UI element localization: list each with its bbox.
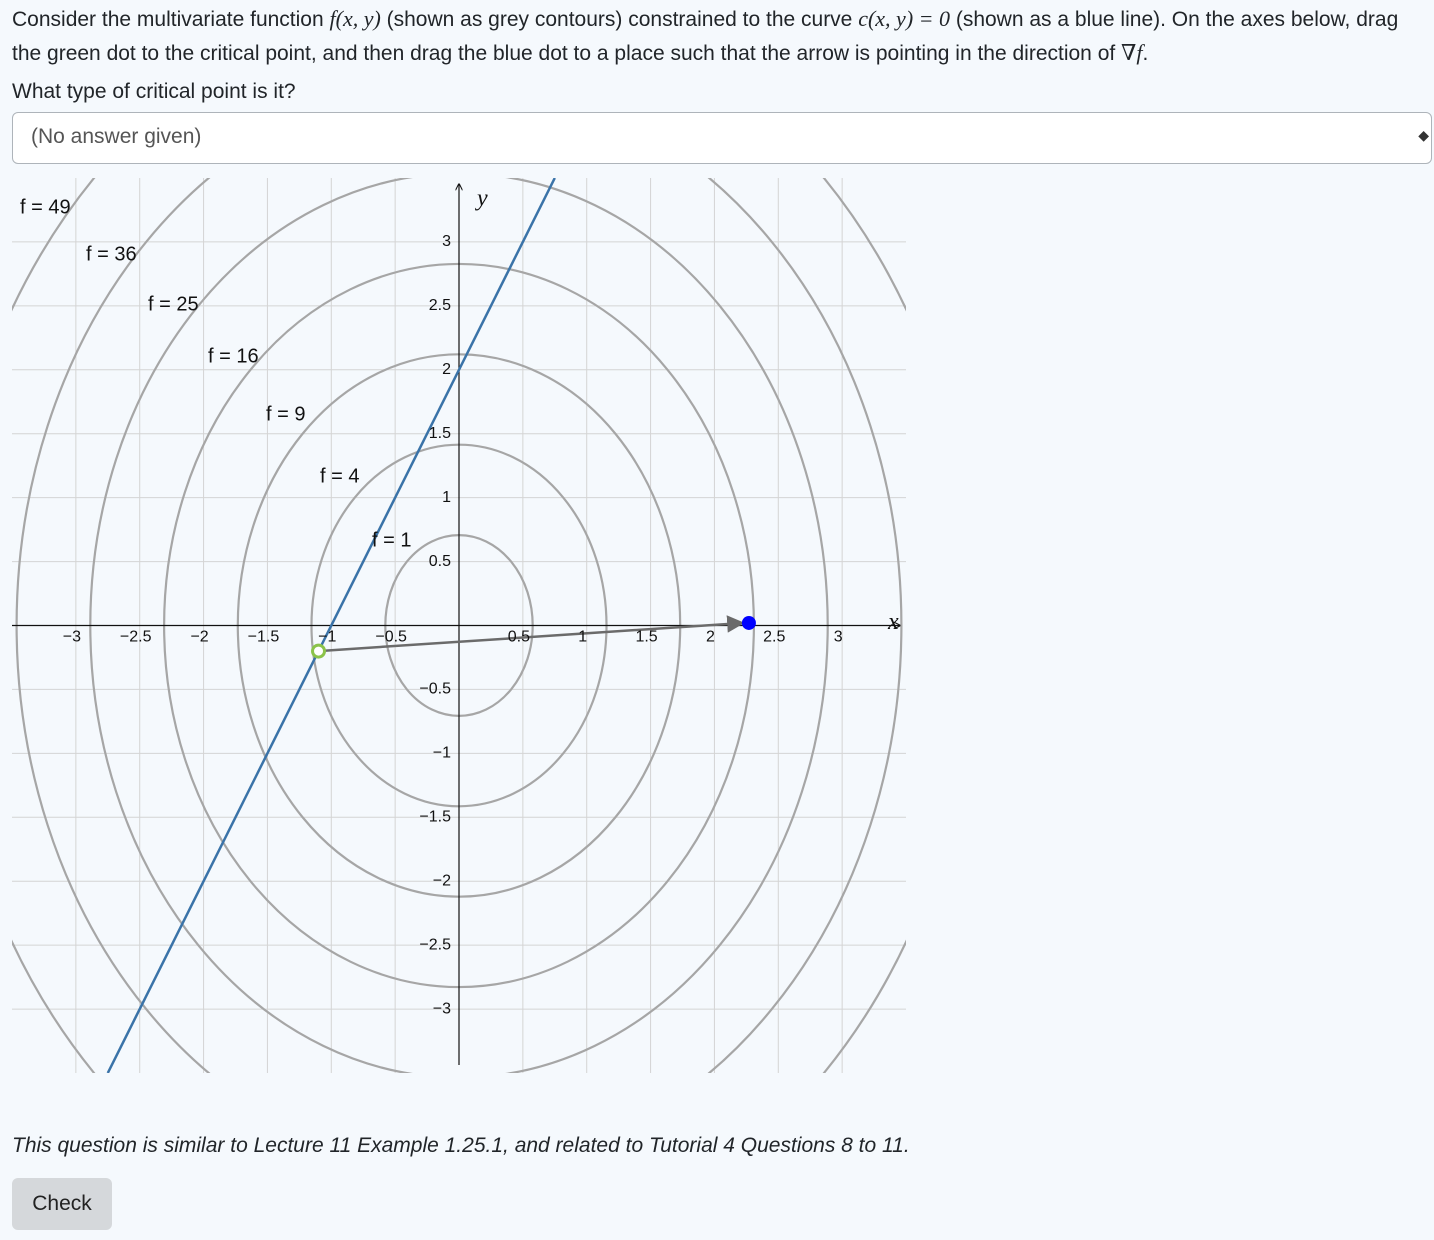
y-tick-label: 2	[442, 361, 451, 378]
y-tick-label: 3	[442, 233, 451, 250]
contour-label: f = 16	[208, 345, 259, 367]
y-tick-label: −2.5	[419, 936, 451, 953]
gradient-arrow	[318, 615, 745, 653]
y-tick-label: −0.5	[419, 681, 451, 698]
constraint-line	[106, 178, 556, 1073]
x-tick-label: −2.5	[120, 629, 152, 646]
gradient-point[interactable]	[741, 615, 756, 630]
x-axis-label: x	[887, 609, 899, 635]
y-tick-label: −3	[433, 1000, 451, 1017]
x-tick-label: 1	[578, 629, 587, 646]
critical-point[interactable]	[311, 643, 327, 659]
prompt: What type of critical point is it?	[12, 80, 296, 103]
math-text: f(x, y)	[329, 6, 381, 31]
y-tick-label: 1	[442, 489, 451, 506]
answer-select[interactable]: (No answer given) ◆	[12, 112, 1432, 164]
contour-label: f = 4	[320, 465, 359, 487]
x-tick-label: 1.5	[635, 629, 657, 646]
y-tick-label: 1.5	[429, 425, 451, 442]
question-text: Consider the multivariate function	[12, 8, 330, 31]
footnote: This question is similar to Lecture 11 E…	[12, 1134, 910, 1157]
select-placeholder: (No answer given)	[31, 125, 202, 148]
y-tick-label: −2	[433, 872, 451, 889]
y-axis-label: y	[475, 186, 488, 212]
contour-label: f = 49	[20, 196, 71, 218]
x-tick-label: −1.5	[248, 629, 280, 646]
contour-label: f = 9	[266, 403, 305, 425]
y-tick-label: 0.5	[429, 553, 451, 570]
y-tick-label: −1	[433, 745, 451, 762]
contour-label: f = 1	[372, 529, 411, 551]
check-button[interactable]: Check	[12, 1178, 112, 1230]
y-tick-label: −1.5	[419, 809, 451, 826]
x-tick-label: 0.5	[508, 629, 530, 646]
x-tick-label: 2.5	[763, 629, 785, 646]
contour-label: f = 36	[86, 243, 137, 265]
question-text: (shown as grey contours) constrained to …	[380, 8, 859, 31]
contour-label: f = 25	[148, 293, 199, 315]
x-tick-label: −2	[190, 629, 208, 646]
x-tick-label: 3	[834, 629, 843, 646]
x-tick-label: −1	[318, 629, 336, 646]
y-tick-label: 2.5	[429, 297, 451, 314]
x-tick-label: 2	[706, 629, 715, 646]
math-text: c(x, y) = 0	[858, 6, 950, 31]
question-text: (shown as a blue line). On the axes belo…	[12, 8, 1399, 65]
question: Consider the multivariate function f(x, …	[12, 2, 1427, 70]
x-tick-label: −3	[63, 629, 81, 646]
x-tick-label: −0.5	[375, 629, 407, 646]
select-caret: ◆	[1418, 127, 1429, 143]
graph[interactable]: −3 −2.5 −2 −1.5 −1 −0.5 0.5 1 1.5 2 2.5 3 −3 −2.5 −2 −1…	[12, 178, 906, 1073]
question-text: .	[1142, 42, 1149, 65]
math-text: ∇f	[1121, 40, 1143, 65]
